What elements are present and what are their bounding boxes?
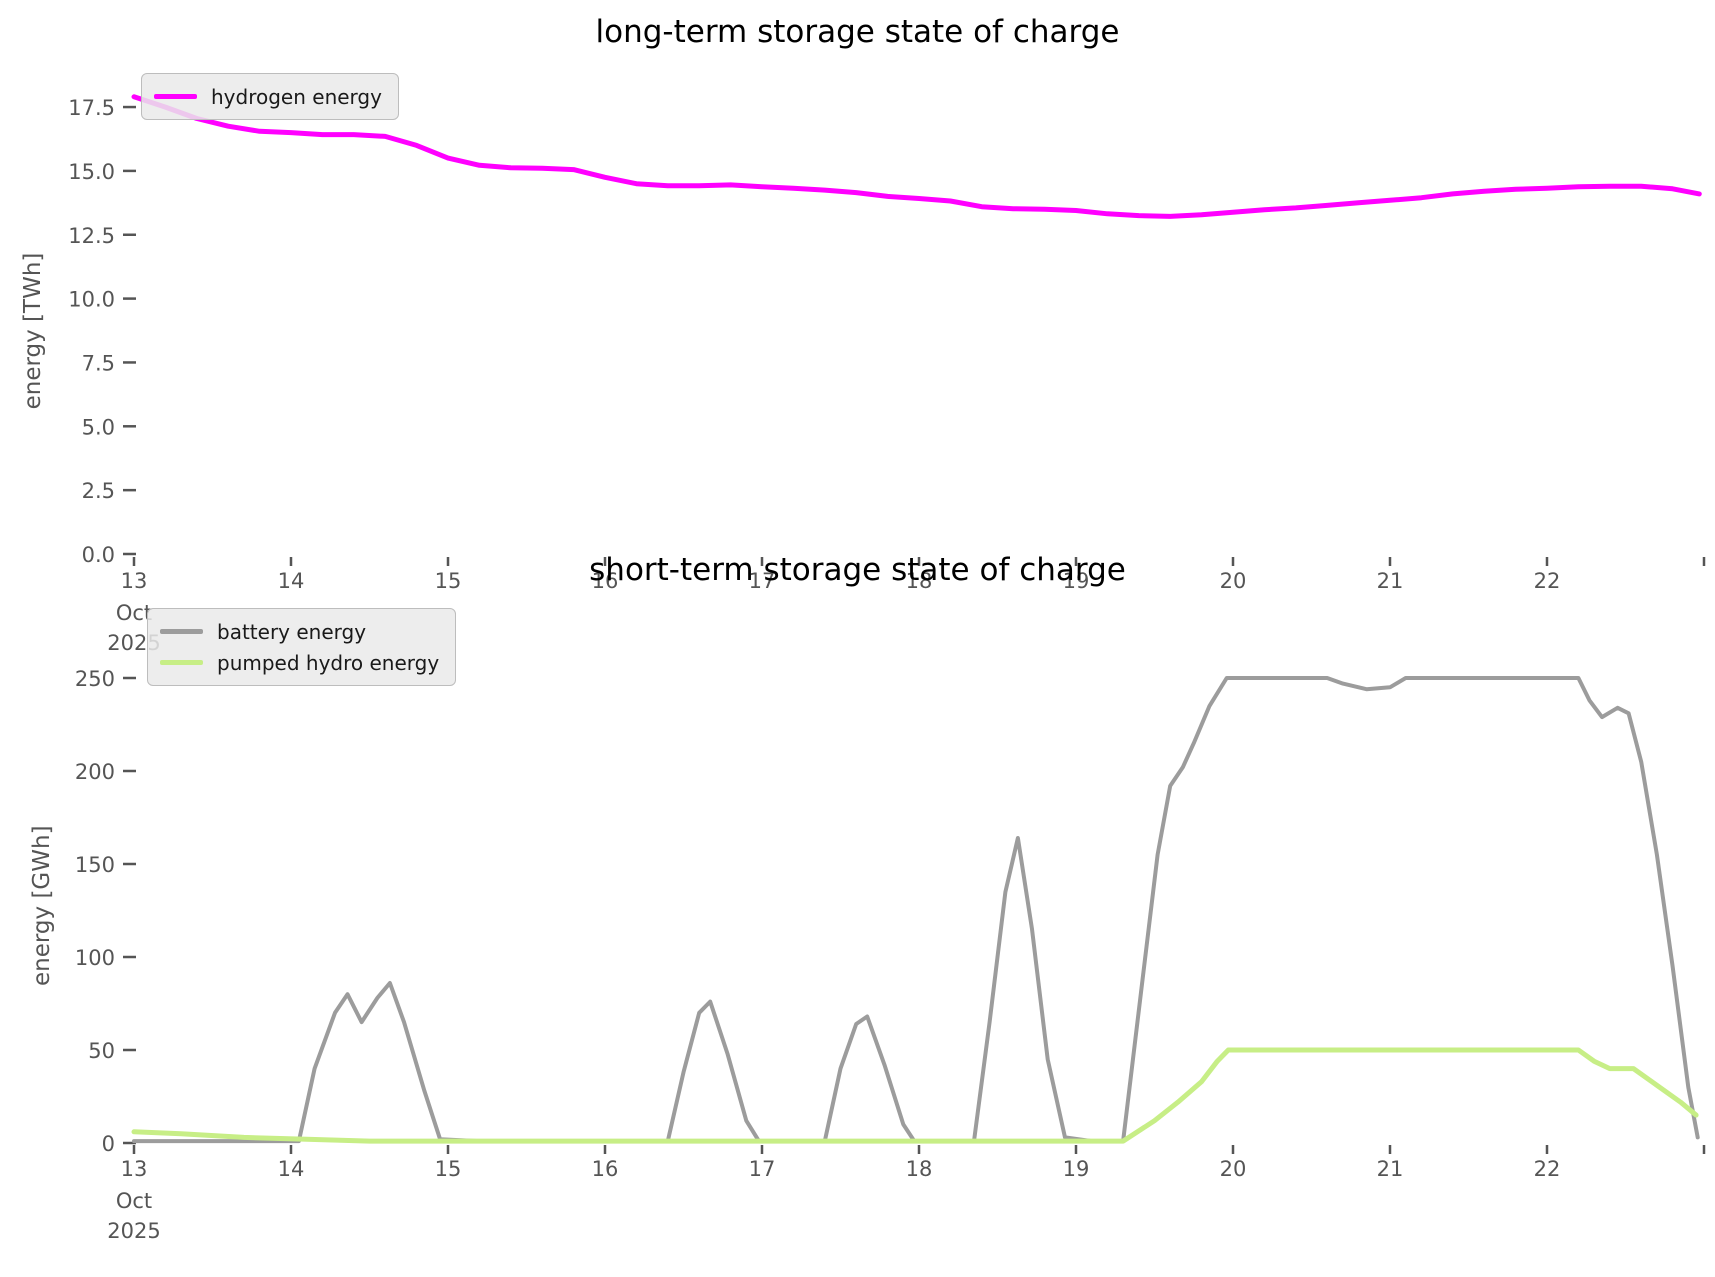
y-tick-label: 150 [75, 853, 115, 877]
pumped-hydro-energy-line [131, 1047, 1699, 1144]
y-tick-label: 200 [75, 760, 115, 784]
x-tick-label: 22 [1534, 1157, 1561, 1181]
y-tick-label: 250 [75, 667, 115, 691]
pumped-hydro-energy-swatch [160, 660, 203, 665]
x-tick-label: 13 [121, 1157, 148, 1181]
x-tick-label: 19 [1063, 1157, 1090, 1181]
x-axis-date-sublabel: Oct [116, 601, 152, 625]
short-term-legend: battery energy pumped hydro energy [147, 608, 457, 686]
battery-energy-swatch [160, 629, 203, 634]
short-term-y-axis-label: energy [GWh] [29, 825, 55, 986]
x-axis-date-sublabel: Oct [116, 1189, 152, 1213]
legend-item-hydrogen-energy: hydrogen energy [154, 81, 382, 112]
x-tick-label: 14 [278, 1157, 305, 1181]
y-tick-label: 50 [88, 1039, 115, 1063]
long-term-legend: hydrogen energy [141, 73, 399, 120]
y-tick-label: 15.0 [68, 160, 115, 184]
y-tick-label: 0.0 [82, 543, 115, 567]
x-tick-label: 19 [1063, 569, 1090, 593]
short-term-chart-title: short-term storage state of charge [589, 552, 1126, 588]
x-axis-date-sublabel: 2025 [107, 1219, 160, 1243]
x-tick-label: 15 [435, 1157, 462, 1181]
battery-energy-line [132, 676, 1700, 1144]
hydrogen-energy-swatch [154, 94, 197, 99]
x-tick-label: 21 [1377, 569, 1404, 593]
x-tick-label: 16 [592, 569, 619, 593]
battery-energy-legend-label: battery energy [217, 619, 367, 644]
y-tick-label: 10.0 [68, 288, 115, 312]
y-tick-label: 17.5 [68, 96, 115, 120]
y-tick-label: 12.5 [68, 224, 115, 248]
x-tick-label: 16 [592, 1157, 619, 1181]
x-tick-label: 20 [1220, 1157, 1247, 1181]
y-tick-label: 2.5 [82, 479, 115, 503]
y-tick-label: 100 [75, 946, 115, 970]
long-term-chart-title: long-term storage state of charge [595, 14, 1120, 50]
x-tick-label: 17 [749, 1157, 776, 1181]
y-tick-label: 5.0 [82, 415, 115, 439]
long-term-y-axis-label: energy [TWh] [20, 252, 46, 410]
legend-item-battery-energy: battery energy [160, 616, 439, 647]
y-tick-label: 0 [102, 1132, 115, 1156]
x-tick-label: 18 [906, 1157, 933, 1181]
x-tick-label: 18 [906, 569, 933, 593]
hydrogen-energy-line [131, 94, 1702, 219]
x-tick-label: 20 [1220, 569, 1247, 593]
y-tick-label: 7.5 [82, 351, 115, 375]
pumped-hydro-energy-legend-label: pumped hydro energy [217, 650, 440, 675]
x-tick-label: 13 [121, 569, 148, 593]
short-term-plot-area: 0 50 100 150 200 250 13 Oct 2025 14 15 16 17 18 19 20 21… [75, 667, 1706, 1243]
x-tick-label: 17 [749, 569, 776, 593]
hydrogen-energy-legend-label: hydrogen energy [211, 84, 382, 109]
x-tick-label: 14 [278, 569, 305, 593]
legend-item-pumped-hydro-energy: pumped hydro energy [160, 647, 439, 678]
x-tick-label: 22 [1534, 569, 1561, 593]
x-tick-label: 21 [1377, 1157, 1404, 1181]
x-tick-label: 15 [435, 569, 462, 593]
